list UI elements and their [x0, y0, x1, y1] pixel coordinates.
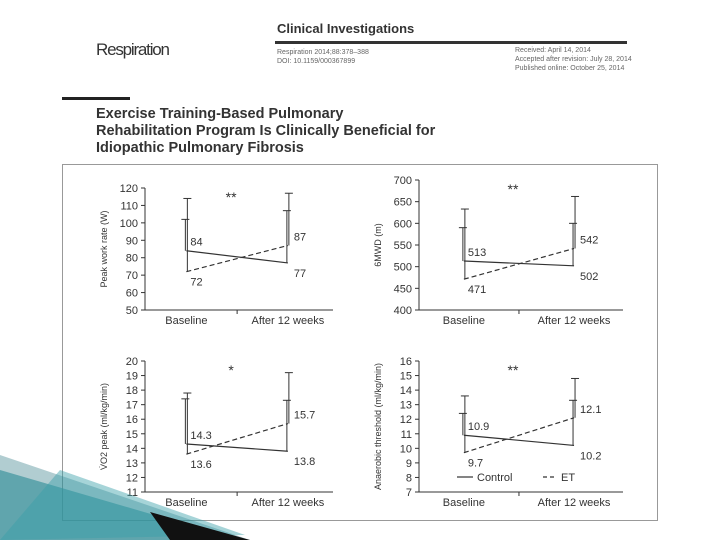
y-tick-label: 110: [120, 200, 138, 212]
data-label: 12.1: [580, 404, 601, 416]
data-label: 10.2: [580, 450, 601, 462]
series-line-et: [186, 244, 289, 273]
meta-citation: Respiration 2014;88:378–388: [277, 49, 369, 56]
data-label: 471: [468, 284, 486, 296]
y-tick-label: 18: [126, 385, 138, 397]
y-tick-label: 80: [126, 253, 138, 265]
data-label: 87: [294, 232, 306, 244]
y-tick-label: 12: [400, 414, 412, 426]
figure-panel: 50 60 70 80 90 100 110 120 Baseline After 12 week…: [62, 164, 658, 521]
y-tick-label: 12: [126, 472, 138, 484]
legend-label-et: ET: [561, 472, 575, 484]
y-tick-label: 500: [394, 262, 412, 274]
figure-charts: 50 60 70 80 90 100 110 120 Baseline After 12 week…: [99, 175, 623, 509]
data-label: 542: [580, 234, 598, 246]
title-rule: [62, 97, 130, 100]
meta-doi: DOI: 10.1159/000367899: [277, 58, 356, 65]
y-tick-label: 8: [406, 472, 412, 484]
y-tick-label: 450: [394, 283, 412, 295]
x-tick-label: After 12 weeks: [538, 315, 611, 327]
y-tick-label: 20: [126, 356, 138, 368]
x-tick-label: Baseline: [165, 497, 207, 509]
meta-accepted: Accepted after revision: July 28, 2014: [515, 56, 632, 63]
series-line-et: [463, 247, 575, 280]
data-label: 84: [190, 237, 202, 249]
x-tick-label: After 12 weeks: [251, 497, 324, 509]
significance-marker: **: [508, 362, 519, 378]
series-line-control: [186, 250, 288, 264]
meta-received: Received: April 14, 2014: [515, 47, 591, 54]
data-label: 13.6: [190, 459, 211, 471]
y-tick-label: 11: [401, 429, 412, 441]
data-label: 9.7: [468, 458, 483, 470]
significance-marker: *: [228, 362, 234, 378]
x-tick-label: Baseline: [443, 497, 485, 509]
y-tick-label: 17: [126, 400, 138, 412]
meta-right: Received: April 14, 2014 Accepted after …: [515, 46, 632, 73]
article-title: Exercise Training-Based Pulmonary Rehabi…: [96, 106, 616, 157]
y-axis-title: V̇O2 peak (ml/kg/min): [99, 383, 109, 470]
header-rule: [275, 41, 627, 44]
y-tick-label: 16: [126, 414, 138, 426]
y-axis-title: Peak work rate (W): [99, 210, 109, 287]
y-axis-title: Anaerobic threshold (ml/kg/min): [373, 363, 383, 490]
significance-marker: **: [226, 189, 237, 205]
journal-name: Respiration: [96, 40, 170, 59]
y-tick-label: 100: [120, 218, 138, 230]
significance-marker: **: [508, 181, 519, 197]
x-tick-label: Baseline: [165, 315, 207, 327]
series-line-et: [186, 423, 289, 455]
y-tick-label: 13: [126, 458, 138, 470]
y-tick-label: 15: [126, 429, 138, 441]
data-label: 15.7: [294, 410, 315, 422]
data-label: 72: [190, 277, 202, 289]
section-label: Clinical Investigations: [277, 21, 415, 36]
data-label: 14.3: [190, 430, 211, 442]
y-tick-label: 14: [400, 385, 412, 397]
meta-left: Respiration 2014;88:378–388 DOI: 10.1159…: [277, 48, 369, 66]
y-tick-label: 16: [400, 356, 412, 368]
y-tick-label: 400: [394, 305, 412, 317]
y-tick-label: 120: [120, 183, 138, 195]
y-tick-label: 19: [126, 371, 138, 383]
y-tick-label: 600: [394, 218, 412, 230]
y-tick-label: 14: [126, 443, 138, 455]
y-axis-title: 6MWD (m): [373, 223, 383, 267]
y-tick-label: 70: [126, 270, 138, 282]
y-tick-label: 13: [400, 400, 412, 412]
y-tick-label: 550: [394, 240, 412, 252]
y-tick-label: 10: [400, 443, 412, 455]
series-line-control: [186, 443, 288, 452]
x-tick-label: Baseline: [443, 315, 485, 327]
series-line-et: [463, 417, 575, 454]
meta-published: Published online: October 25, 2014: [515, 65, 625, 72]
y-tick-label: 9: [406, 458, 412, 470]
title-line-2: Rehabilitation Program Is Clinically Ben…: [96, 123, 436, 139]
data-label: 502: [580, 271, 598, 283]
data-label: 77: [294, 268, 306, 280]
y-tick-label: 7: [406, 487, 412, 499]
y-tick-label: 60: [126, 288, 138, 300]
y-tick-label: 15: [400, 371, 412, 383]
y-tick-label: 11: [127, 487, 138, 499]
data-label: 10.9: [468, 421, 489, 433]
x-tick-label: After 12 weeks: [538, 497, 611, 509]
legend-label-control: Control: [477, 472, 512, 484]
data-label: 513: [468, 247, 486, 259]
y-tick-label: 90: [126, 235, 138, 247]
y-tick-label: 700: [394, 175, 412, 187]
y-tick-label: 650: [394, 197, 412, 209]
data-label: 13.8: [294, 456, 315, 468]
series-line-control: [463, 434, 575, 447]
title-line-1: Exercise Training-Based Pulmonary: [96, 106, 344, 122]
x-tick-label: After 12 weeks: [251, 315, 324, 327]
title-line-3: Idiopathic Pulmonary Fibrosis: [96, 140, 304, 156]
y-tick-label: 50: [126, 305, 138, 317]
